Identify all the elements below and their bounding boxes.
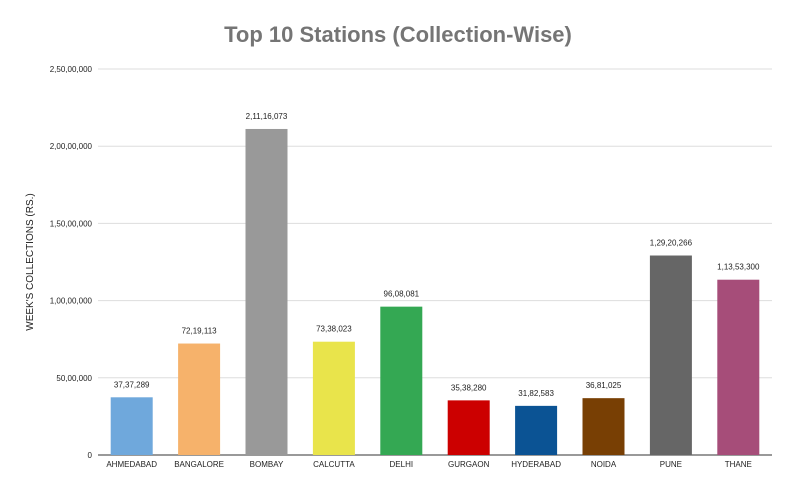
bar-ahmedabad	[110, 397, 153, 455]
x-tick-label: PUNE	[660, 460, 682, 469]
y-tick-label: 1,00,00,000	[50, 297, 93, 306]
y-tick-label: 0	[88, 451, 93, 460]
x-tick-label: AHMEDABAD	[106, 460, 157, 469]
bar-thane	[717, 279, 760, 455]
data-label: 73,38,023	[316, 325, 352, 334]
x-tick-label: DELHI	[390, 460, 414, 469]
bars	[110, 128, 760, 455]
bar-calcutta	[312, 341, 355, 455]
bar-hyderabad	[515, 405, 558, 455]
data-label: 96,08,081	[384, 290, 420, 299]
data-label: 2,11,16,073	[246, 112, 288, 121]
x-tick-label: CALCUTTA	[313, 460, 355, 469]
data-label: 31,82,583	[518, 389, 554, 398]
chart-title: Top 10 Stations (Collection-Wise)	[224, 22, 572, 47]
data-label: 1,13,53,300	[717, 263, 760, 272]
data-label: 72,19,113	[182, 327, 218, 336]
data-label: 36,81,025	[586, 381, 622, 390]
bar-noida	[582, 398, 625, 455]
x-tick-label: BANGALORE	[174, 460, 224, 469]
bar-gurgaon	[447, 400, 490, 455]
data-label: 37,37,289	[114, 380, 150, 389]
y-axis-label: WEEK'S COLLECTIONS (RS.)	[25, 193, 36, 331]
y-tick-label: 2,50,00,000	[50, 65, 93, 74]
x-tick-label: BOMBAY	[250, 460, 284, 469]
x-tick-label: THANE	[725, 460, 752, 469]
data-label: 1,29,20,266	[650, 239, 693, 248]
data-label: 35,38,280	[451, 383, 487, 392]
x-tick-label: HYDERABAD	[511, 460, 561, 469]
bar-pune	[649, 255, 692, 455]
y-tick-label: 50,00,000	[56, 374, 92, 383]
x-tick-label: NOIDA	[591, 460, 617, 469]
y-tick-label: 2,00,00,000	[50, 142, 93, 151]
bar-bangalore	[178, 343, 221, 455]
labels: 0 50,00,000 1,00,00,000 1,50,00,000 2,00,00,…	[50, 65, 760, 469]
x-tick-label: GURGAON	[448, 460, 490, 469]
bar-bombay	[245, 128, 288, 455]
bar-delhi	[380, 306, 423, 455]
y-tick-label: 1,50,00,000	[50, 219, 93, 228]
